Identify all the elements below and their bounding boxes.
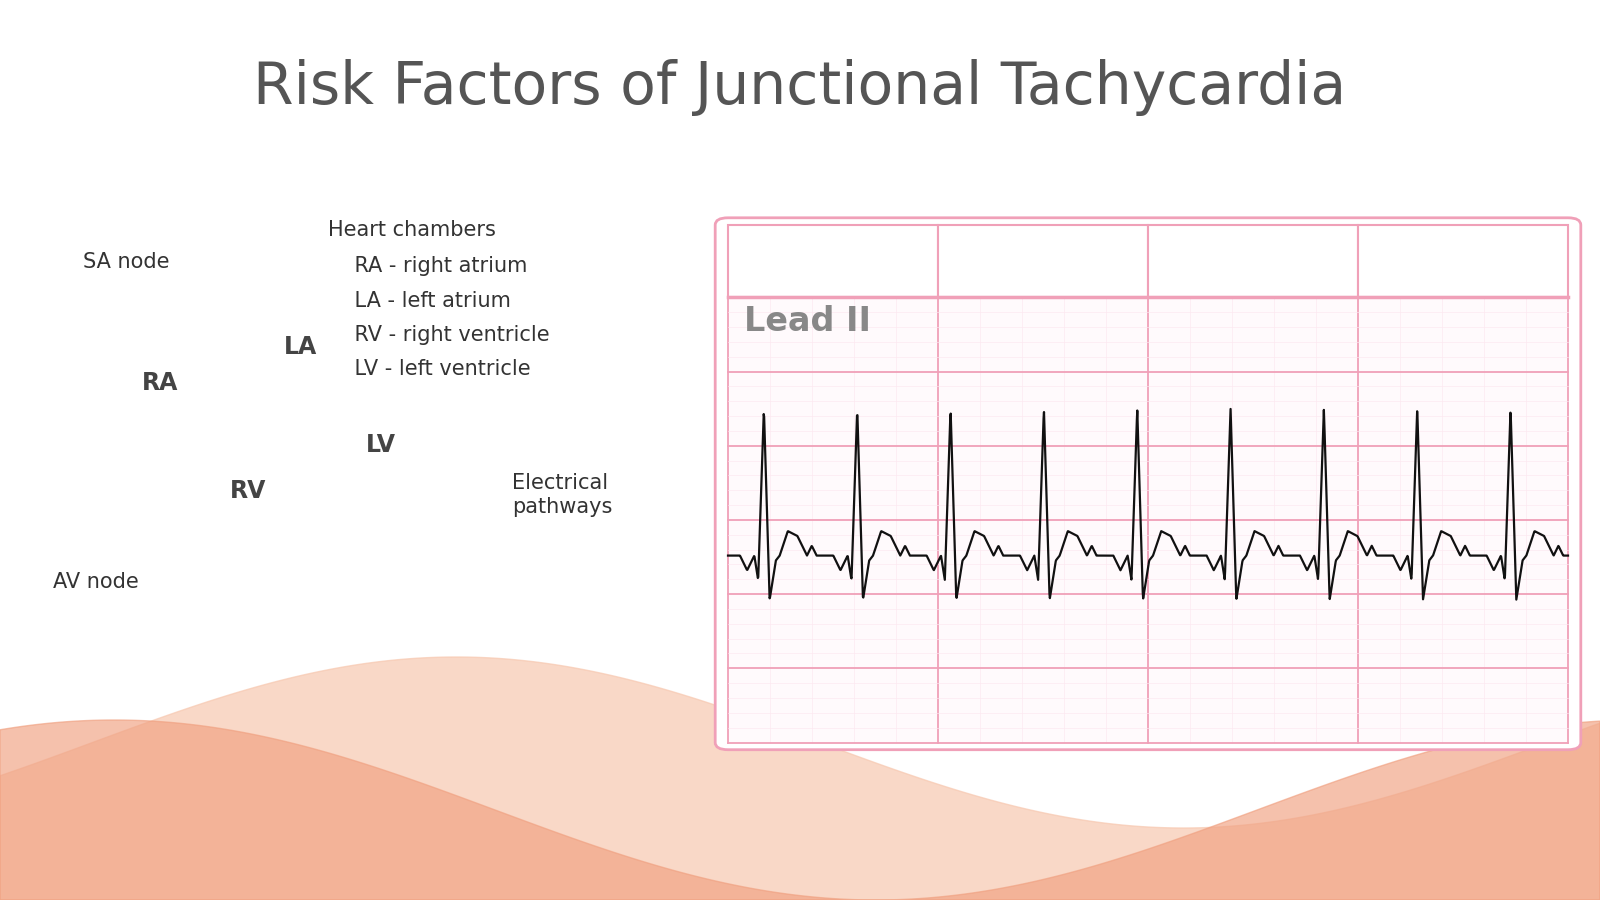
Text: RV: RV [230, 479, 266, 502]
Text: Risk Factors of Junctional Tachycardia: Risk Factors of Junctional Tachycardia [253, 58, 1347, 115]
Bar [728, 297, 1568, 742]
Text: LV - left ventricle: LV - left ventricle [328, 359, 531, 379]
Bar [1149, 225, 1358, 297]
Text: LA - left atrium: LA - left atrium [328, 291, 510, 310]
Text: RA - right atrium: RA - right atrium [328, 256, 528, 276]
Text: AV node: AV node [53, 572, 139, 591]
Bar [938, 225, 1149, 297]
FancyBboxPatch shape [715, 218, 1581, 750]
Text: Lead II: Lead II [744, 304, 870, 338]
Bar [728, 225, 938, 297]
Text: LV: LV [366, 434, 395, 457]
Bar [1358, 225, 1568, 297]
Text: Electrical
pathways: Electrical pathways [512, 473, 613, 517]
Text: RA: RA [142, 371, 178, 394]
Text: Heart chambers: Heart chambers [328, 220, 496, 240]
Text: LA: LA [285, 335, 317, 358]
Text: SA node: SA node [83, 252, 170, 272]
Text: RV - right ventricle: RV - right ventricle [328, 325, 550, 345]
